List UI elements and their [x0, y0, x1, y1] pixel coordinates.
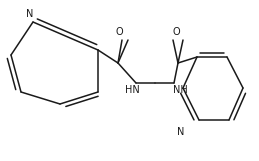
Text: N: N	[177, 127, 185, 137]
Text: N: N	[26, 9, 34, 19]
Text: NH: NH	[173, 85, 187, 95]
Text: O: O	[172, 27, 180, 37]
Text: O: O	[115, 27, 123, 37]
Text: HN: HN	[125, 85, 139, 95]
